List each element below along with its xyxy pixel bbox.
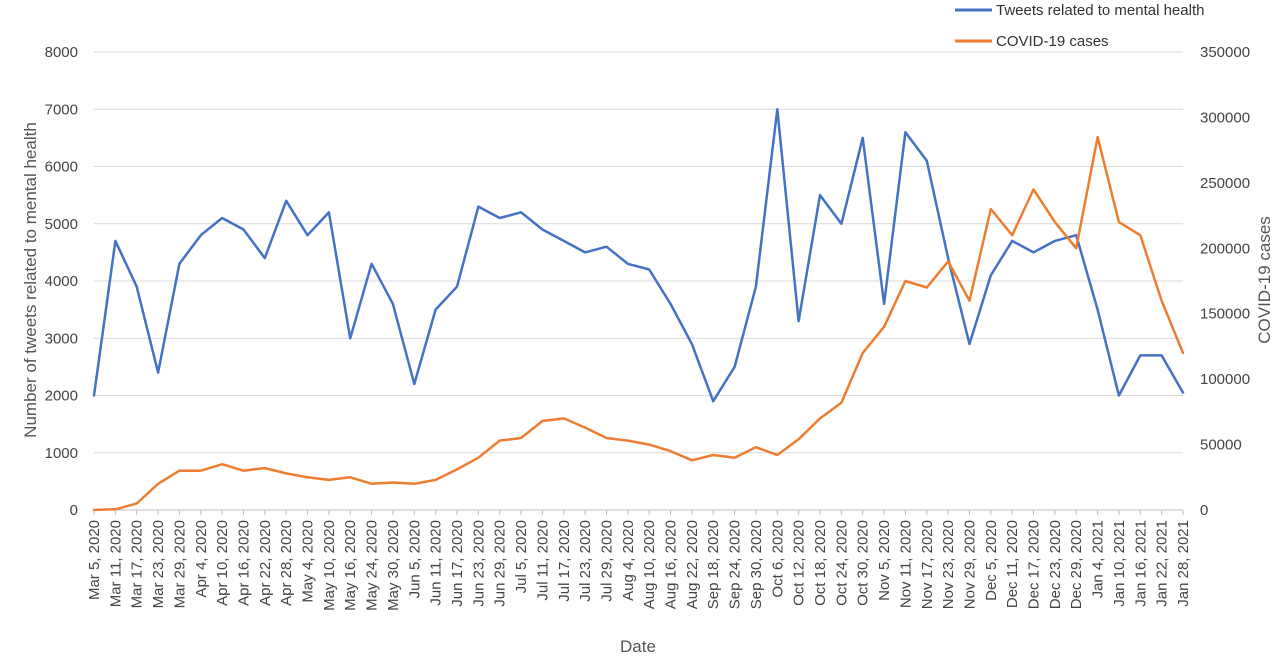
y2-axis-title: COVID-19 cases	[1255, 216, 1274, 344]
x-tick-label: May 30, 2020	[385, 520, 402, 611]
x-tick-label: Dec 11, 2020	[1004, 520, 1021, 608]
y-tick-label: 3000	[45, 330, 78, 347]
x-tick-label: Oct 30, 2020	[855, 520, 872, 606]
y2-tick-label: 250000	[1200, 175, 1250, 192]
x-tick-label: Jun 5, 2020	[406, 520, 423, 598]
y2-tick-label: 300000	[1200, 109, 1250, 126]
x-tick-label: Mar 5, 2020	[86, 520, 103, 600]
series-line-tweets	[92, 108, 1185, 403]
x-tick-label: Oct 6, 2020	[769, 520, 786, 598]
y-tick-label: 4000	[45, 273, 78, 290]
y-tick-label: 6000	[45, 159, 78, 176]
x-tick-label: Nov 29, 2020	[961, 520, 978, 609]
x-tick-label: Dec 29, 2020	[1068, 520, 1085, 609]
y-axis-title: Number of tweets related to mental healt…	[21, 122, 40, 438]
y-tick-label: 7000	[45, 101, 78, 118]
series-group	[92, 108, 1185, 512]
x-tick-label: Apr 10, 2020	[214, 520, 231, 606]
y2-tick-label: 350000	[1200, 44, 1250, 61]
x-tick-label: Dec 23, 2020	[1047, 520, 1064, 609]
x-tick-label: Oct 24, 2020	[833, 520, 850, 606]
x-tick-label: Jul 23, 2020	[577, 520, 594, 602]
x-tick-label: Jan 16, 2021	[1132, 520, 1149, 607]
x-tick-label: Jan 4, 2021	[1090, 520, 1107, 598]
x-tick-label: Mar 17, 2020	[129, 520, 146, 608]
legend: Tweets related to mental health COVID-19…	[955, 2, 1204, 50]
x-tick-label: Jul 5, 2020	[513, 520, 530, 593]
x-tick-label: Aug 22, 2020	[684, 520, 701, 609]
x-tick-label: Jun 29, 2020	[492, 520, 509, 607]
x-tick-label: Apr 4, 2020	[193, 520, 210, 598]
x-tick-label: May 16, 2020	[342, 520, 359, 611]
x-tick-label: Jan 22, 2021	[1154, 520, 1171, 607]
x-tick-label: Nov 17, 2020	[919, 520, 936, 609]
x-tick-label: Jun 17, 2020	[449, 520, 466, 607]
x-axis-title: Date	[620, 637, 656, 656]
x-axis: Mar 5, 2020 Mar 11, 2020 Mar 17, 2020 Mar 2…	[86, 509, 1192, 611]
x-tick-label: Mar 23, 2020	[150, 520, 167, 608]
x-tick-label: Apr 28, 2020	[278, 520, 295, 606]
x-tick-label: Jun 23, 2020	[470, 520, 487, 607]
gridlines	[94, 51, 1183, 511]
y-tick-label: 5000	[45, 216, 78, 233]
legend-label-covid: COVID-19 cases	[996, 33, 1109, 50]
y-tick-label: 2000	[45, 388, 78, 405]
y2-tick-label: 200000	[1200, 240, 1250, 257]
x-tick-label: Sep 24, 2020	[727, 520, 744, 609]
y2-tick-label: 50000	[1200, 437, 1242, 454]
right-y-axis: 0 50000 100000 150000 200000 250000 300000 3500…	[1200, 44, 1250, 519]
x-tick-label: Aug 10, 2020	[641, 520, 658, 609]
left-y-axis: 0 1000 2000 3000 4000 5000 6000 7000 8000	[45, 44, 78, 519]
x-tick-label: Jul 11, 2020	[534, 520, 551, 601]
x-tick-label: Oct 12, 2020	[791, 520, 808, 606]
x-tick-label: Sep 30, 2020	[748, 520, 765, 609]
x-tick-label: Apr 22, 2020	[257, 520, 274, 606]
x-tick-label: Nov 11, 2020	[897, 520, 914, 608]
x-tick-label: May 10, 2020	[321, 520, 338, 611]
x-tick-label: Dec 5, 2020	[983, 520, 1000, 601]
y-tick-label: 1000	[45, 445, 78, 462]
x-tick-label: Jul 29, 2020	[598, 520, 615, 602]
x-tick-label: Nov 23, 2020	[940, 520, 957, 609]
x-tick-label: Jan 10, 2021	[1111, 520, 1128, 607]
y-tick-label: 0	[70, 502, 78, 519]
x-tick-label: May 24, 2020	[364, 520, 381, 611]
series-line-covid	[92, 135, 1185, 512]
x-tick-label: Mar 11, 2020	[107, 520, 124, 607]
y-tick-label: 8000	[45, 44, 78, 61]
x-tick-label: Jun 11, 2020	[428, 520, 445, 606]
x-tick-label: Sep 18, 2020	[705, 520, 722, 609]
x-tick-label: Jan 28, 2021	[1175, 520, 1192, 607]
x-tick-label: Apr 16, 2020	[235, 520, 252, 606]
y2-tick-label: 0	[1200, 502, 1208, 519]
x-tick-label: May 4, 2020	[300, 520, 317, 603]
x-tick-label: Oct 18, 2020	[812, 520, 829, 606]
y2-tick-label: 150000	[1200, 306, 1250, 323]
x-tick-label: Jul 17, 2020	[556, 520, 573, 602]
x-tick-label: Dec 17, 2020	[1026, 520, 1043, 609]
legend-label-tweets: Tweets related to mental health	[996, 2, 1204, 19]
x-tick-label: Aug 4, 2020	[620, 520, 637, 601]
x-tick-label: Mar 29, 2020	[171, 520, 188, 608]
x-tick-label: Aug 16, 2020	[663, 520, 680, 609]
x-tick-label: Nov 5, 2020	[876, 520, 893, 601]
y2-tick-label: 100000	[1200, 371, 1250, 388]
